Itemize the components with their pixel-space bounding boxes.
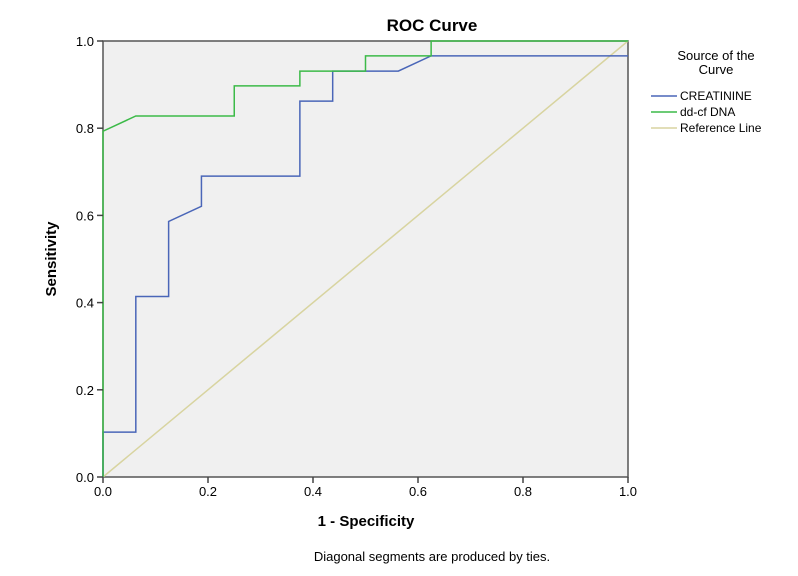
legend-item: CREATININE bbox=[651, 89, 752, 103]
y-tick-label: 1.0 bbox=[76, 34, 94, 49]
x-tick-label: 1.0 bbox=[619, 484, 637, 499]
x-axis-label: 1 - Specificity bbox=[318, 513, 415, 530]
footnote: Diagonal segments are produced by ties. bbox=[314, 549, 550, 564]
y-tick-label: 0.8 bbox=[76, 121, 94, 136]
legend: Source of the Curve CREATININE dd-cf DNA Re… bbox=[651, 48, 762, 135]
y-axis-label: Sensitivity bbox=[43, 221, 60, 297]
x-tick-label: 0.6 bbox=[409, 484, 427, 499]
series-line-reference-line bbox=[102, 40, 629, 478]
y-tick-label: 0.2 bbox=[76, 383, 94, 398]
legend-item: dd-cf DNA bbox=[651, 105, 735, 119]
y-tick-label: 0.4 bbox=[76, 296, 94, 311]
legend-label: dd-cf DNA bbox=[680, 105, 735, 119]
legend-label: Reference Line bbox=[680, 121, 762, 135]
x-tick-label: 0.4 bbox=[304, 484, 322, 499]
x-tick-label: 0.8 bbox=[514, 484, 532, 499]
x-tick-label: 0.2 bbox=[199, 484, 217, 499]
y-tick-label: 0.6 bbox=[76, 208, 94, 223]
chart-title: ROC Curve bbox=[387, 16, 478, 35]
series-line-dd-cf-dna bbox=[102, 40, 628, 477]
legend-label: CREATININE bbox=[680, 89, 752, 103]
legend-title: Source of the Curve bbox=[677, 48, 754, 77]
x-tick-label: 0.0 bbox=[94, 484, 112, 499]
legend-item: Reference Line bbox=[651, 121, 762, 135]
y-tick-label: 0.0 bbox=[76, 470, 94, 485]
series-line-creatinine bbox=[102, 55, 628, 477]
